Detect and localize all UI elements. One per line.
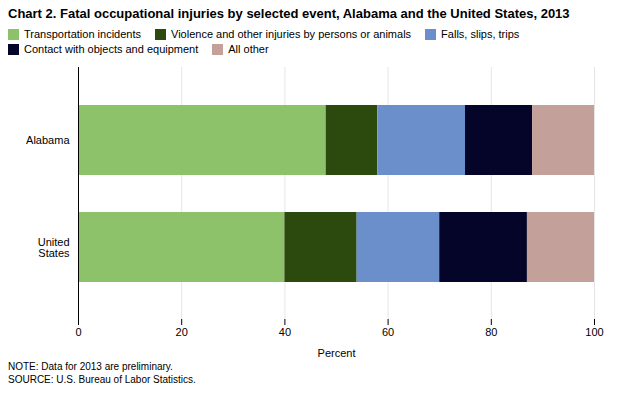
html-text:NOTE: Data for 2013 are prelim: NOTE: Data for 2013 are preliminary. SOU… bbox=[8, 361, 196, 385]
svg-text:100: 100 bbox=[585, 327, 603, 339]
svg-text:UnitedStates: UnitedStates bbox=[38, 236, 70, 259]
svg-text:60: 60 bbox=[382, 327, 394, 339]
svg-text:Percent: Percent bbox=[318, 347, 356, 359]
html-text:Contact with objects and equip: Contact with objects and equipment bbox=[24, 43, 199, 56]
svg-text:40: 40 bbox=[279, 327, 291, 339]
html-text:All other: All other bbox=[228, 43, 269, 56]
svg-text:80: 80 bbox=[485, 327, 497, 339]
html-text:Chart 2. Fatal occupational in: Chart 2. Fatal occupational injuries by … bbox=[8, 6, 570, 21]
html-text:Transportation incidents: Transportation incidents bbox=[24, 28, 141, 41]
svg-text:Alabama: Alabama bbox=[26, 134, 70, 146]
html-text:Falls, slips, trips: Falls, slips, trips bbox=[441, 28, 520, 41]
html-text:Violence and other injuries by: Violence and other injuries by persons o… bbox=[171, 28, 412, 41]
svg-text:20: 20 bbox=[176, 327, 188, 339]
svg-text:0: 0 bbox=[75, 327, 81, 339]
